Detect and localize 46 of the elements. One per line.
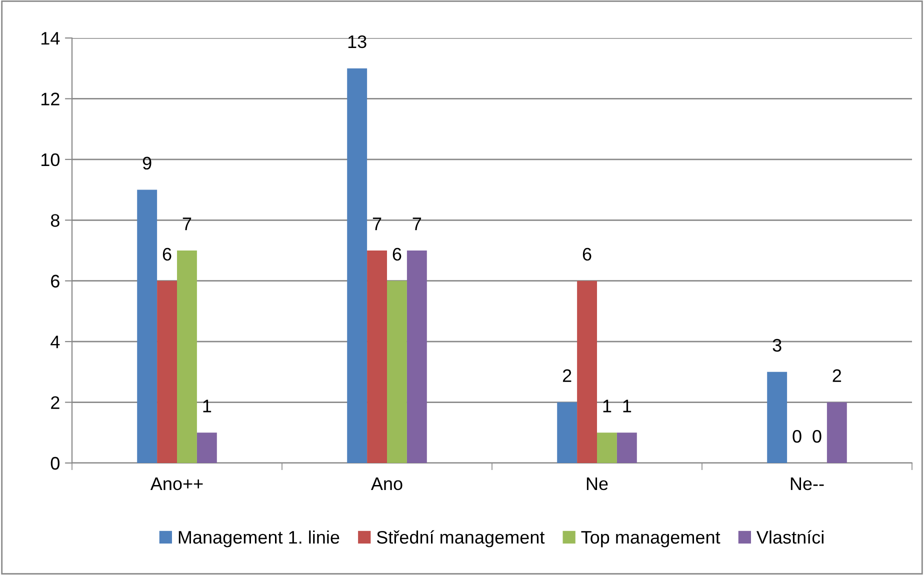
bar (157, 280, 177, 463)
x-tick-label: Ano (370, 478, 402, 490)
legend-label: Vlastníci (756, 530, 824, 544)
y-tick-label: 10 (41, 153, 60, 166)
data-label: 6 (392, 248, 402, 261)
data-label: 2 (832, 369, 842, 382)
data-label: 6 (162, 248, 172, 261)
data-label: 1 (603, 400, 612, 412)
x-tick-label: Ano++ (150, 478, 203, 490)
bar (406, 250, 427, 463)
bar (767, 372, 788, 463)
data-label: 7 (372, 218, 382, 230)
y-tick-label: 8 (50, 214, 60, 227)
legend-label: Top management (581, 531, 720, 548)
data-label: 13 (348, 35, 366, 48)
bar (367, 250, 387, 463)
bar (347, 68, 368, 463)
legend-label: Management 1. linie (178, 530, 340, 548)
y-tick-label: 0 (50, 456, 60, 470)
legend-label: Střední management (376, 530, 545, 548)
x-tick-label: Ne (586, 478, 608, 490)
y-tick-label: 4 (50, 336, 60, 348)
data-label: 0 (792, 430, 802, 443)
data-label: 0 (812, 430, 822, 443)
data-label: 7 (412, 218, 422, 230)
bar (557, 402, 578, 463)
data-label: 3 (772, 338, 782, 352)
bar (387, 280, 407, 463)
bar (826, 402, 847, 463)
data-label: 9 (142, 156, 152, 170)
data-label: 2 (562, 369, 572, 382)
y-tick-label: 12 (41, 92, 60, 106)
data-label: 1 (623, 400, 632, 412)
x-tick-label: Ne-- (790, 478, 824, 490)
bar (616, 432, 637, 463)
bar (597, 432, 617, 463)
bar (196, 432, 217, 463)
bar (577, 280, 597, 463)
y-tick-label: 2 (51, 396, 60, 409)
data-label: 7 (182, 218, 192, 230)
y-tick-label: 14 (41, 32, 60, 45)
data-label: 1 (203, 400, 212, 412)
bar (177, 250, 197, 463)
data-label: 6 (582, 248, 592, 261)
y-tick-label: 6 (51, 274, 60, 288)
bar (137, 190, 158, 463)
